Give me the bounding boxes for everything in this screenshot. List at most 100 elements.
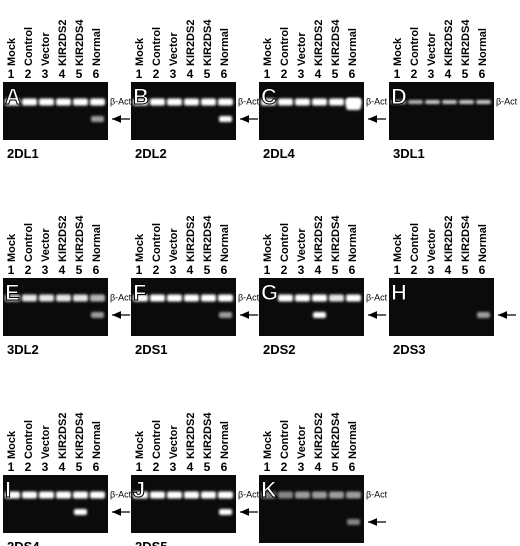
band: [201, 294, 216, 302]
band: [312, 98, 327, 106]
lane-label: KIR2DS2: [185, 20, 197, 66]
lane-number: 2: [25, 67, 32, 81]
band: [150, 98, 165, 106]
band: [150, 491, 165, 499]
panel-name: 2DL4: [263, 146, 296, 161]
band: [218, 294, 233, 302]
lane-number: 2: [153, 263, 160, 277]
band: [90, 491, 105, 499]
band: [90, 98, 105, 106]
lane-number: 1: [394, 263, 401, 277]
band-marker: β-Act: [110, 489, 132, 499]
band: [167, 294, 182, 302]
lane-number: 3: [428, 67, 435, 81]
panel-name: 2DL1: [7, 146, 39, 161]
lane-number: 2: [411, 263, 418, 277]
gel: [259, 475, 364, 543]
lane-label: KIR2DS2: [313, 216, 325, 262]
lane-label: Vector: [168, 425, 180, 459]
lane-label: KIR2DS4: [330, 215, 342, 262]
band: [74, 509, 87, 515]
lane-number: 4: [445, 263, 452, 277]
lane-label: Normal: [347, 28, 359, 66]
band: [295, 294, 310, 302]
lane-label: Vector: [296, 425, 308, 459]
band: [133, 98, 148, 106]
band: [312, 294, 327, 302]
lane-label: KIR2DS4: [202, 215, 214, 262]
lane-number: 3: [298, 263, 305, 277]
band: [201, 98, 216, 106]
band-marker: β-Act: [496, 96, 518, 106]
lane-label: Vector: [426, 228, 438, 262]
lane-label: KIR2DS2: [185, 216, 197, 262]
band: [150, 294, 165, 302]
band: [219, 509, 232, 515]
panel-letter: B: [133, 84, 149, 109]
band: [22, 98, 37, 106]
lane-number: 3: [298, 67, 305, 81]
band: [167, 491, 182, 499]
lane-label: Normal: [347, 421, 359, 459]
lane-number: 3: [170, 460, 177, 474]
lane-label: Vector: [426, 32, 438, 66]
lane-number: 6: [221, 460, 228, 474]
band: [218, 491, 233, 499]
lane-label: KIR2DS4: [460, 19, 472, 66]
lane-number: 5: [332, 263, 339, 277]
panel-name: 2DS2: [263, 342, 296, 357]
lane-number: 2: [281, 67, 288, 81]
lane-label: Vector: [296, 228, 308, 262]
band: [346, 294, 361, 302]
lane-label: KIR2DS2: [313, 20, 325, 66]
lane-label: Mock: [262, 37, 274, 66]
panel-letter: J: [133, 477, 145, 502]
band: [184, 294, 199, 302]
band: [56, 98, 71, 106]
band-marker: β-Act: [110, 96, 132, 106]
lane-label: KIR2DS2: [443, 216, 455, 262]
lane-label: KIR2DS4: [330, 19, 342, 66]
lane-number: 3: [428, 263, 435, 277]
band: [219, 116, 232, 122]
lane-number: 1: [394, 67, 401, 81]
lane-number: 1: [264, 263, 271, 277]
lane-number: 6: [221, 67, 228, 81]
lane-number: 2: [281, 263, 288, 277]
lane-label: Mock: [6, 37, 18, 66]
band: [5, 294, 20, 302]
lane-label: KIR2DS4: [74, 19, 86, 66]
lane-label: KIR2DS2: [57, 20, 69, 66]
band: [329, 491, 344, 499]
lane-label: Control: [279, 27, 291, 66]
lane-number: 6: [93, 460, 100, 474]
band: [346, 491, 361, 499]
lane-number: 6: [479, 67, 486, 81]
lane-number: 2: [25, 263, 32, 277]
gel: [389, 278, 494, 336]
band-marker: β-Act: [238, 96, 260, 106]
band: [295, 98, 310, 106]
lane-number: 4: [187, 67, 194, 81]
lane-number: 2: [153, 460, 160, 474]
band: [22, 491, 37, 499]
band: [39, 294, 54, 302]
lane-label: KIR2DS4: [202, 19, 214, 66]
lane-number: 2: [25, 460, 32, 474]
lane-number: 2: [411, 67, 418, 81]
gel: [131, 278, 236, 336]
lane-number: 5: [76, 67, 83, 81]
band: [219, 312, 232, 318]
lane-label: KIR2DS2: [443, 20, 455, 66]
lane-label: KIR2DS2: [57, 216, 69, 262]
lane-label: Mock: [134, 233, 146, 262]
band: [56, 294, 71, 302]
lane-number: 6: [349, 67, 356, 81]
lane-label: KIR2DS4: [330, 412, 342, 459]
